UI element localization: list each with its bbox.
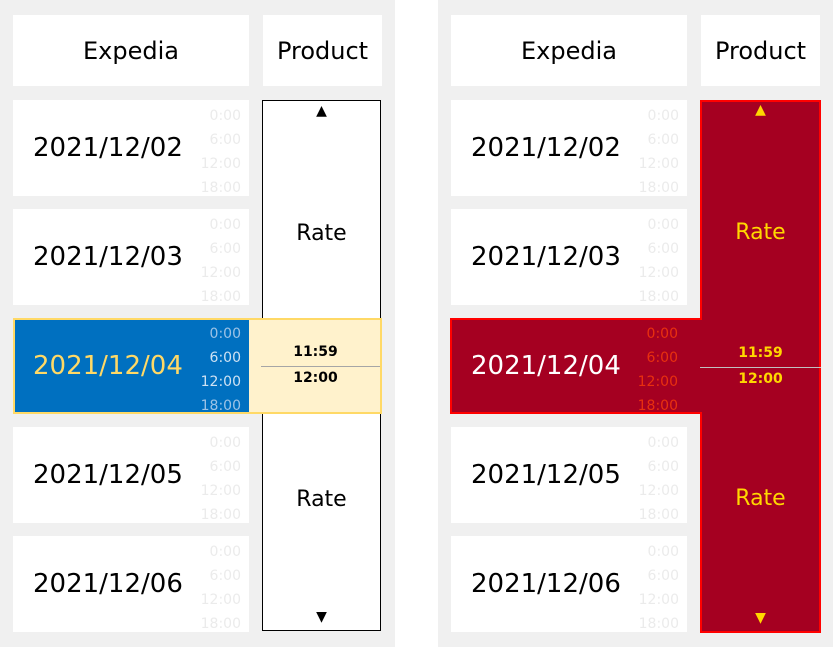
right-date-row-2021-12-05[interactable]: 2021/12/05 0:00 6:00 12:00 18:00 — [451, 427, 687, 523]
row-times: 0:00 6:00 12:00 18:00 — [638, 217, 679, 305]
right-header-product: Product — [701, 15, 820, 86]
left-date-row-2021-12-02[interactable]: 2021/12/02 0:00 6:00 12:00 18:00 — [13, 100, 249, 196]
scroll-down-arrow-icon[interactable]: ▼ — [316, 609, 327, 625]
row-date: 2021/12/04 — [33, 351, 183, 381]
right-product-labels: ▲ Rate 11:59 12:00 Rate ▼ — [700, 100, 821, 633]
right-date-row-2021-12-04-selected[interactable]: 2021/12/04 0:00 6:00 12:00 18:00 — [452, 318, 688, 414]
right-date-row-2021-12-06[interactable]: 2021/12/06 0:00 6:00 12:00 18:00 — [451, 536, 687, 632]
row-date: 2021/12/06 — [471, 569, 621, 599]
time-divider — [261, 366, 382, 367]
row-date: 2021/12/02 — [471, 133, 621, 163]
left-date-row-2021-12-04-selected[interactable]: 2021/12/04 0:00 6:00 12:00 18:00 — [13, 318, 249, 414]
row-times: 0:00 6:00 12:00 18:00 — [200, 326, 241, 414]
row-times: 0:00 6:00 12:00 18:00 — [637, 326, 678, 414]
left-date-row-2021-12-03[interactable]: 2021/12/03 0:00 6:00 12:00 18:00 — [13, 209, 249, 305]
row-date: 2021/12/03 — [33, 242, 183, 272]
left-product-time-band[interactable]: 11:59 12:00 — [249, 318, 382, 414]
time-start: 12:00 — [738, 371, 783, 387]
left-panel: Expedia Product 2021/12/02 0:00 6:00 12:00… — [0, 0, 395, 647]
row-date: 2021/12/02 — [33, 133, 183, 163]
right-header-expedia: Expedia — [451, 15, 687, 86]
row-times: 0:00 6:00 12:00 18:00 — [638, 108, 679, 196]
rate-label-bottom: Rate — [296, 487, 347, 512]
left-date-row-2021-12-05[interactable]: 2021/12/05 0:00 6:00 12:00 18:00 — [13, 427, 249, 523]
row-date: 2021/12/05 — [33, 460, 183, 490]
right-band-fill — [452, 320, 819, 412]
right-date-row-2021-12-02[interactable]: 2021/12/02 0:00 6:00 12:00 18:00 — [451, 100, 687, 196]
time-end: 11:59 — [293, 344, 338, 360]
row-times: 0:00 6:00 12:00 18:00 — [200, 435, 241, 523]
rate-label-top: Rate — [296, 221, 347, 246]
time-divider — [700, 367, 821, 368]
row-times: 0:00 6:00 12:00 18:00 — [200, 217, 241, 305]
row-times: 0:00 6:00 12:00 18:00 — [200, 108, 241, 196]
row-times: 0:00 6:00 12:00 18:00 — [638, 435, 679, 523]
row-date: 2021/12/04 — [471, 351, 621, 381]
row-times: 0:00 6:00 12:00 18:00 — [638, 544, 679, 632]
row-date: 2021/12/05 — [471, 460, 621, 490]
left-date-row-2021-12-06[interactable]: 2021/12/06 0:00 6:00 12:00 18:00 — [13, 536, 249, 632]
scroll-up-arrow-icon[interactable]: ▲ — [755, 102, 766, 118]
row-date: 2021/12/03 — [471, 242, 621, 272]
rate-label-bottom: Rate — [735, 486, 786, 511]
row-date: 2021/12/06 — [33, 569, 183, 599]
time-start: 12:00 — [293, 370, 338, 386]
right-date-row-2021-12-03[interactable]: 2021/12/03 0:00 6:00 12:00 18:00 — [451, 209, 687, 305]
left-header-expedia: Expedia — [13, 15, 249, 86]
row-times: 0:00 6:00 12:00 18:00 — [200, 544, 241, 632]
rate-label-top: Rate — [735, 220, 786, 245]
scroll-up-arrow-icon[interactable]: ▲ — [316, 103, 327, 119]
scroll-down-arrow-icon[interactable]: ▼ — [755, 610, 766, 626]
left-header-product: Product — [263, 15, 382, 86]
time-end: 11:59 — [738, 345, 783, 361]
